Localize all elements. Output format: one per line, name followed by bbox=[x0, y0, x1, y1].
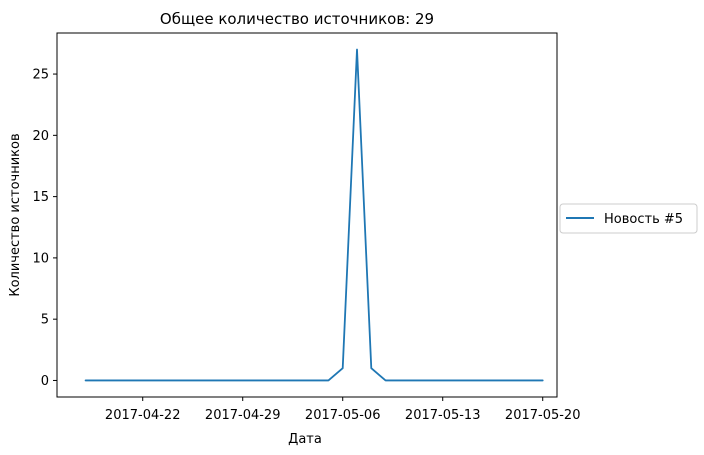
y-tick-label: 25 bbox=[32, 68, 49, 83]
legend: Новость #5 bbox=[559, 203, 698, 234]
y-tick-label: 15 bbox=[32, 190, 49, 205]
y-tick-label: 5 bbox=[41, 313, 49, 328]
series-layer bbox=[84, 48, 544, 382]
plot-area-frame bbox=[56, 32, 558, 398]
x-tick-label: 2017-05-06 bbox=[305, 408, 381, 423]
chart-title: Общее количество источников: 29 bbox=[160, 10, 434, 28]
y-axis: 0 5 10 15 20 25 bbox=[32, 68, 57, 389]
x-tick-label: 2017-05-13 bbox=[405, 408, 481, 423]
y-tick-label: 0 bbox=[41, 374, 49, 389]
x-tick-label: 2017-05-20 bbox=[505, 408, 581, 423]
series-line-0 bbox=[84, 48, 544, 382]
y-tick-label: 10 bbox=[32, 251, 49, 266]
x-tick-label: 2017-04-22 bbox=[105, 408, 181, 423]
x-axis: 2017-04-22 2017-04-29 2017-05-06 2017-05-13… bbox=[105, 397, 581, 423]
x-tick-label: 2017-04-29 bbox=[205, 408, 281, 423]
x-axis-label: Дата bbox=[288, 432, 322, 447]
legend-label: Новость #5 bbox=[604, 212, 683, 227]
y-tick-label: 20 bbox=[32, 129, 49, 144]
legend-box bbox=[559, 203, 698, 234]
y-axis-label: Количество источников bbox=[8, 133, 23, 296]
